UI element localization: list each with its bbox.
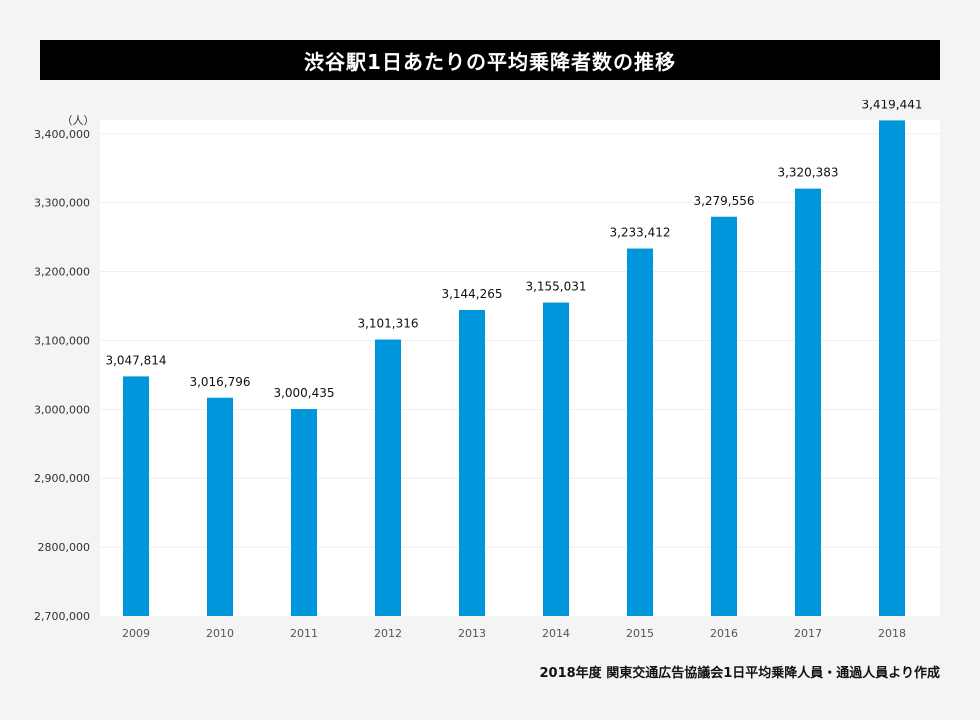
x-tick-label: 2017 [794,627,822,640]
y-tick-label: 3,100,000 [34,334,90,347]
bar [459,309,485,616]
bar [795,188,821,616]
bar [207,397,233,616]
data-label: 3,144,265 [441,287,502,301]
x-tick-label: 2009 [122,627,150,640]
x-tick-label: 2012 [374,627,402,640]
bar-chart: 2,700,000 2800,000 2,900,000 3,000,000 3,100… [34,97,940,640]
data-label: 3,419,441 [861,100,922,111]
data-label: 3,101,316 [357,317,418,331]
bar [711,216,737,616]
bar [375,339,401,616]
chart-area: 2,700,000 2800,000 2,900,000 3,000,000 3,100… [0,97,980,640]
x-tick-label: 2010 [206,627,234,640]
bar [123,376,149,616]
y-tick-label: 3,300,000 [34,197,90,210]
y-axis-label: （人） [62,114,95,127]
data-label: 3,279,556 [693,194,754,208]
x-tick-label: 2016 [710,627,738,640]
y-tick-label: 3,400,000 [34,128,90,141]
y-tick-label: 2,900,000 [34,472,90,485]
y-tick-label: 3,200,000 [34,266,90,279]
x-tick-label: 2013 [458,627,486,640]
data-label: 3,016,796 [189,375,250,389]
bar [879,120,905,617]
data-label: 3,320,383 [777,166,838,180]
x-tick-label: 2011 [290,627,318,640]
x-tick-label: 2018 [878,627,906,640]
bar [291,409,317,616]
x-tick-label: 2015 [626,627,654,640]
data-label: 3,047,814 [105,353,166,367]
chart-title: 渋谷駅1日あたりの平均乗降者数の推移 [40,40,940,80]
data-label: 3,000,435 [273,386,334,400]
y-tick-label: 2,700,000 [34,610,90,623]
y-tick-label: 2800,000 [38,541,91,554]
data-label: 3,233,412 [609,226,670,240]
bar [627,248,653,617]
x-tick-label: 2014 [542,627,570,640]
bar [543,302,569,616]
source-note: 2018年度 関東交通広告協議会1日平均乗降人員・通過人員より作成 [539,666,941,681]
y-tick-label: 3,000,000 [34,403,90,416]
data-label: 3,155,031 [525,280,586,294]
